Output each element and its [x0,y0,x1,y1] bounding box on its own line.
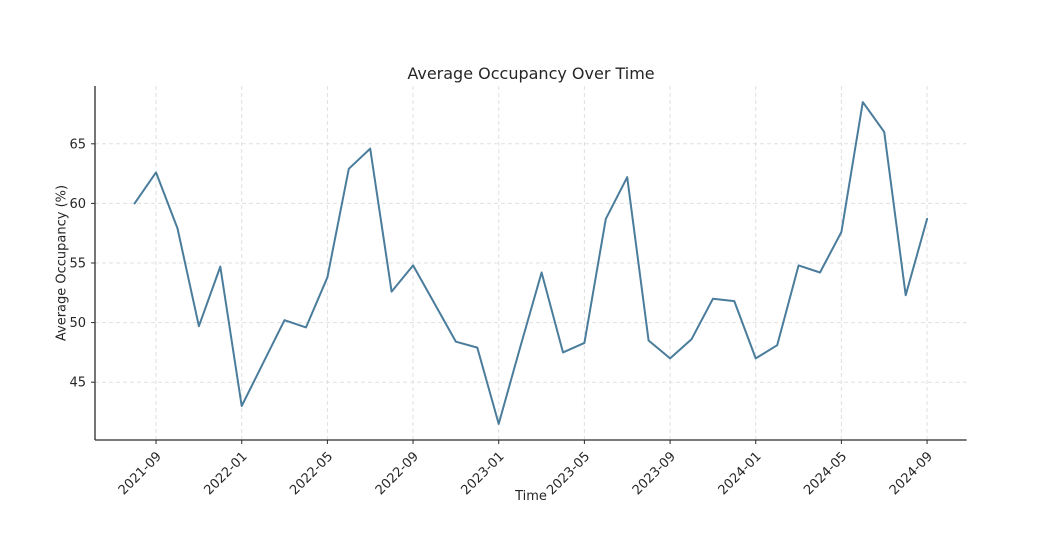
data-line [133,101,929,425]
chart-title: Average Occupancy Over Time [407,64,655,83]
y-tick-label: 50 [69,316,86,331]
y-axis-label: Average Occupancy (%) [54,184,70,342]
y-tick-label: 60 [69,197,86,212]
y-tick-label: 55 [69,257,86,272]
y-tick-label: 65 [69,137,86,152]
x-axis-label: Time [515,489,547,504]
y-tick-label: 45 [69,376,86,391]
